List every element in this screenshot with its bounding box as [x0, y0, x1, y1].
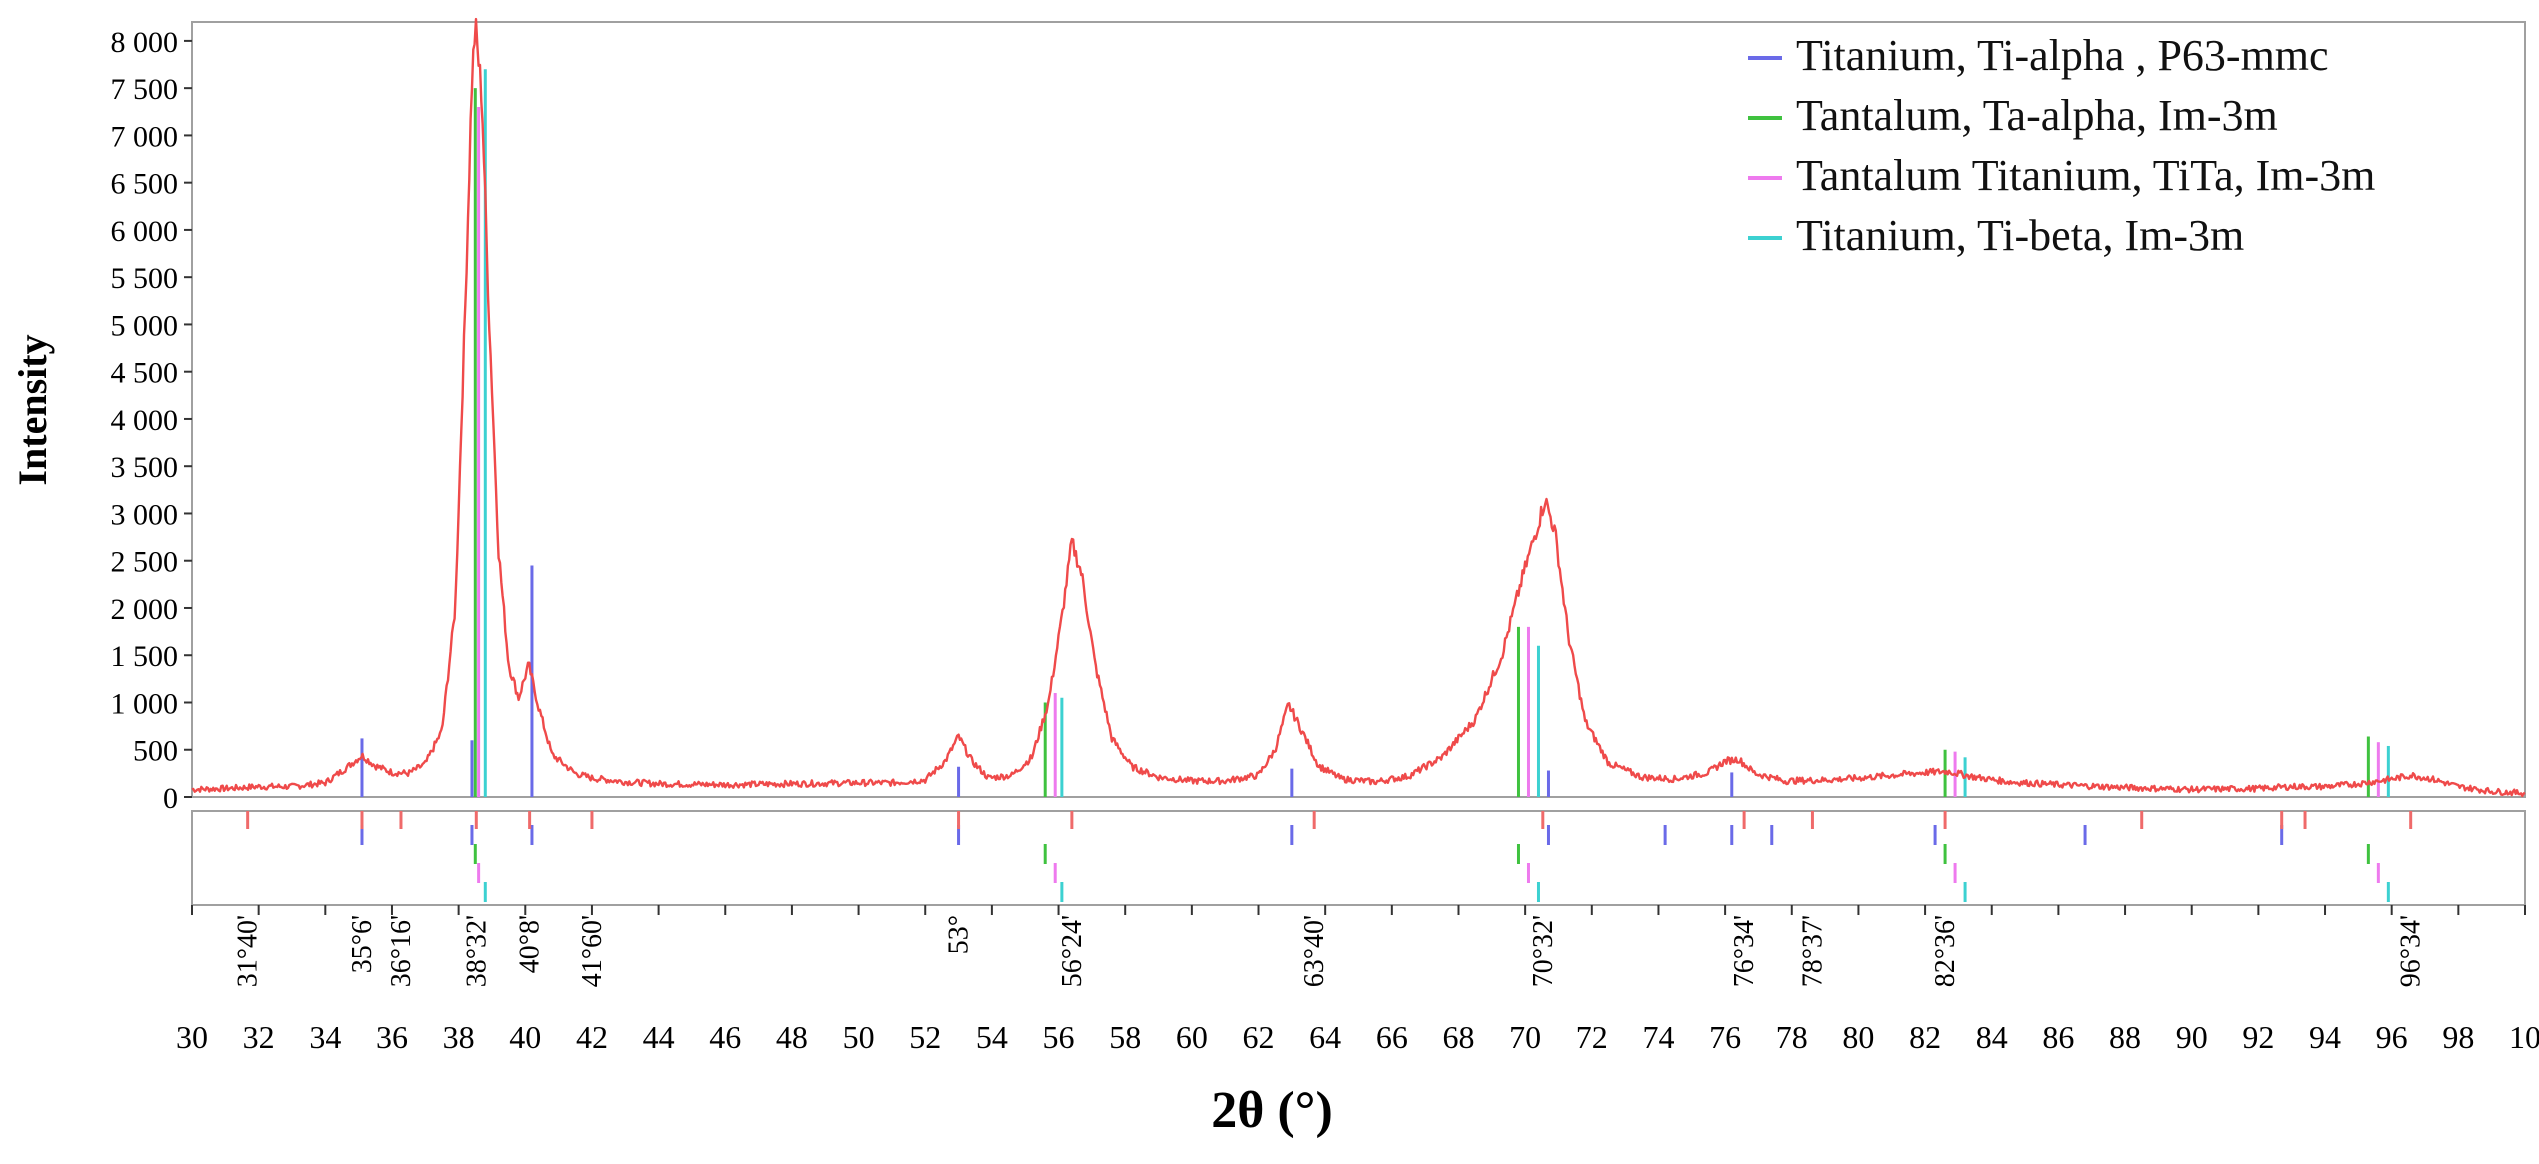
x-tick-label: 60 — [1176, 1019, 1208, 1055]
peak-position-label: 36°16' — [386, 915, 417, 987]
y-tick-label: 3 000 — [111, 498, 179, 531]
x-tick-label: 36 — [376, 1019, 408, 1055]
legend-entry-label: Tantalum, Ta-alpha, Im-3m — [1796, 91, 2278, 140]
x-tick-label: 94 — [2309, 1019, 2341, 1055]
y-tick-label: 0 — [163, 782, 178, 815]
peak-position-label: 78°37' — [1797, 915, 1828, 987]
peak-position-label: 76°34' — [1729, 915, 1760, 987]
peak-position-label: 96°34' — [2396, 915, 2427, 987]
plot-frames — [191, 21, 2526, 906]
y-tick-label: 5 000 — [111, 309, 179, 342]
x-tick-label: 40 — [509, 1019, 541, 1055]
x-tick-label: 98 — [2442, 1019, 2474, 1055]
measured-pattern — [191, 17, 2526, 798]
x-tick-label: 74 — [1642, 1019, 1674, 1055]
peak-position-label: 70°32' — [1528, 915, 1559, 987]
y-tick-label: 7 000 — [111, 120, 179, 153]
x-tick-label: 92 — [2242, 1019, 2274, 1055]
x-tick-label: 68 — [1442, 1019, 1474, 1055]
x-tick-label: 50 — [843, 1019, 875, 1055]
y-tick-label: 3 500 — [111, 451, 179, 484]
y-tick-label: 1 500 — [111, 640, 179, 673]
x-tick-label: 58 — [1109, 1019, 1141, 1055]
measured-pattern-line — [191, 17, 2526, 798]
peak-position-label: 82°36' — [1930, 915, 1961, 987]
peak-position-label: 35°6' — [347, 915, 378, 973]
peak-marker-panel — [246, 811, 2413, 902]
peak-position-label: 40°8' — [515, 915, 546, 973]
x-tick-label: 86 — [2042, 1019, 2074, 1055]
x-tick-label: 66 — [1376, 1019, 1408, 1055]
x-tick-label: 82 — [1909, 1019, 1941, 1055]
x-tick-label: 80 — [1842, 1019, 1874, 1055]
x-tick-label: 56 — [1043, 1019, 1075, 1055]
legend-entry-label: Titanium, Ti-beta, Im-3m — [1796, 211, 2244, 260]
peak-position-label: 56°24' — [1057, 915, 1088, 987]
x-tick-label: 48 — [776, 1019, 808, 1055]
plot-frame — [191, 21, 2526, 798]
y-tick-label: 8 000 — [111, 26, 179, 59]
x-axis-label: 2θ (°) — [1211, 1082, 1333, 1139]
x-tick-label: 88 — [2109, 1019, 2141, 1055]
x-tick-label: 54 — [976, 1019, 1008, 1055]
y-tick-label: 6 000 — [111, 215, 179, 248]
legend-entry-label: Tantalum Titanium, TiTa, Im-3m — [1796, 151, 2375, 200]
y-tick-label: 4 000 — [111, 404, 179, 437]
legend: Titanium, Ti-alpha , P63-mmc Tantalum, Ta… — [1748, 31, 2375, 260]
x-tick-label: 76 — [1709, 1019, 1741, 1055]
x-tick-label: 84 — [1976, 1019, 2008, 1055]
peak-position-label: 31°40' — [233, 915, 264, 987]
marker-panel-frame — [191, 810, 2526, 906]
y-tick-label: 6 500 — [111, 168, 179, 201]
x-tick-label: 34 — [309, 1019, 341, 1055]
x-tick-label: 72 — [1576, 1019, 1608, 1055]
y-axis: 0 500 1 000 1 500 2 000 2 500 3 000 3 500 4 000 4… — [111, 26, 192, 815]
x-tick-label: 78 — [1776, 1019, 1808, 1055]
x-tick-label: 46 — [709, 1019, 741, 1055]
x-axis: 30 32 34 36 38 40 42 44 46 48 50 52 54 56 58 60 62 64 66 68… — [176, 905, 2539, 1055]
x-tick-label: 32 — [243, 1019, 275, 1055]
x-tick-label: 64 — [1309, 1019, 1341, 1055]
x-tick-label: 38 — [443, 1019, 475, 1055]
x-tick-label: 44 — [643, 1019, 675, 1055]
x-tick-label: 10 — [2509, 1019, 2539, 1055]
peak-position-label: 38°32' — [461, 915, 492, 987]
y-tick-label: 500 — [133, 735, 178, 768]
y-tick-label: 1 000 — [111, 687, 179, 720]
y-axis-label: Intensity — [10, 334, 55, 485]
peak-position-label: 41°60' — [577, 915, 608, 987]
x-tick-label: 62 — [1243, 1019, 1275, 1055]
y-tick-label: 2 000 — [111, 593, 179, 626]
y-tick-label: 7 500 — [111, 73, 179, 106]
y-tick-label: 5 500 — [111, 262, 179, 295]
reference-peaks-main — [360, 69, 2390, 797]
x-tick-label: 90 — [2176, 1019, 2208, 1055]
x-tick-label: 70 — [1509, 1019, 1541, 1055]
x-tick-label: 96 — [2376, 1019, 2408, 1055]
x-tick-label: 30 — [176, 1019, 208, 1055]
y-tick-label: 2 500 — [111, 546, 179, 579]
peak-position-label: 63°40' — [1299, 915, 1330, 987]
peak-position-labels: 31°40' 35°6' 36°16' 38°32' 40°8' 41°60' 53° 56°… — [233, 915, 2427, 987]
peak-position-label: 53° — [944, 915, 975, 954]
y-tick-label: 4 500 — [111, 357, 179, 390]
x-tick-label: 42 — [576, 1019, 608, 1055]
x-tick-label: 52 — [909, 1019, 941, 1055]
legend-entry-label: Titanium, Ti-alpha , P63-mmc — [1796, 31, 2329, 80]
